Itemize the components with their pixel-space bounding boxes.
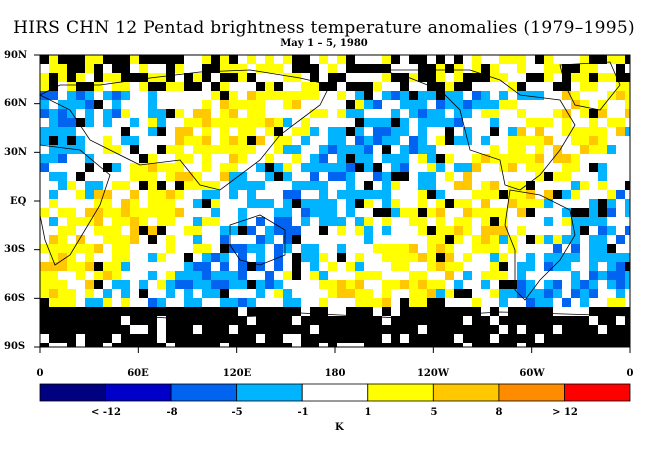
lat-label-90n: 90N bbox=[4, 50, 28, 61]
lat-label-60n: 60N bbox=[4, 98, 28, 109]
lat-label-30s: 30S bbox=[4, 244, 26, 255]
lat-label-eq: EQ bbox=[10, 196, 27, 207]
lon-label-180: 180 bbox=[324, 368, 346, 379]
colorbar-swatch bbox=[498, 383, 565, 402]
lon-label-120e: 120E bbox=[222, 368, 252, 379]
colorbar-label-5: 1 bbox=[364, 407, 372, 418]
colorbar-swatch bbox=[432, 383, 500, 402]
colorbar-label-2: -8 bbox=[166, 407, 178, 418]
map-title: HIRS CHN 12 Pentad brightness temperatur… bbox=[13, 18, 635, 38]
anomaly-field bbox=[40, 55, 630, 347]
coastlines bbox=[39, 61, 631, 321]
lon-label-120w: 120W bbox=[416, 368, 450, 379]
lon-label-60w: 60W bbox=[519, 368, 545, 379]
colorbar-label-3: -5 bbox=[231, 407, 243, 418]
colorbar-label-4: -1 bbox=[297, 407, 309, 418]
colorbar-label-6: 5 bbox=[430, 407, 438, 418]
lon-label-0: 0 bbox=[36, 368, 44, 379]
colorbar-unit: K bbox=[335, 422, 344, 433]
colorbar-swatch bbox=[564, 383, 631, 402]
lat-label-90s: 90S bbox=[4, 341, 26, 352]
colorbar-label-1: < -12 bbox=[91, 407, 121, 418]
colorbar-swatch bbox=[105, 383, 172, 402]
colorbar bbox=[39, 383, 631, 402]
colorbar-label-8: > 12 bbox=[552, 407, 578, 418]
lat-label-60s: 60S bbox=[4, 293, 26, 304]
lon-label-60e: 60E bbox=[127, 368, 149, 379]
colorbar-swatch bbox=[39, 383, 106, 402]
colorbar-swatch bbox=[301, 383, 369, 402]
colorbar-label-7: 8 bbox=[495, 407, 503, 418]
colorbar-swatch bbox=[367, 383, 434, 402]
lat-label-30n: 30N bbox=[4, 147, 28, 158]
colorbar-swatch bbox=[170, 383, 238, 402]
lon-label-0-east: 0 bbox=[626, 368, 634, 379]
colorbar-swatch bbox=[236, 383, 303, 402]
map-subtitle: May 1 – 5, 1980 bbox=[280, 38, 368, 49]
